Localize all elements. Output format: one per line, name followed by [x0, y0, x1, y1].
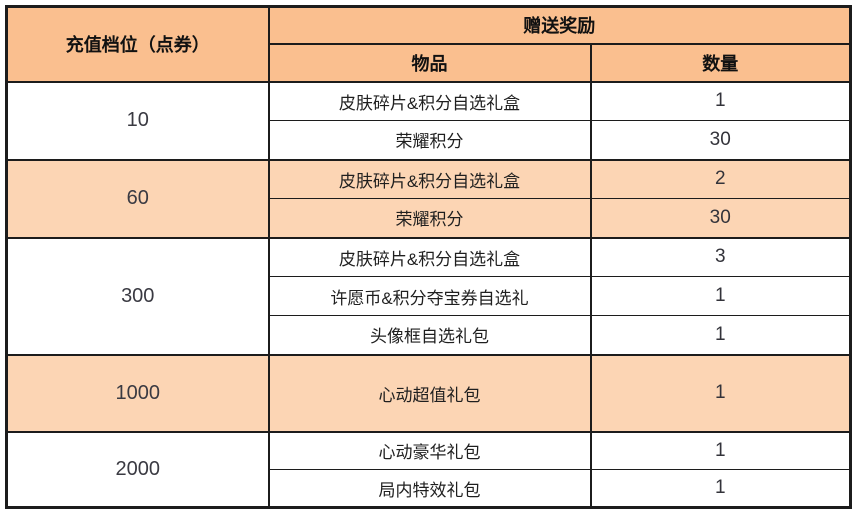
item-cell: 皮肤碎片&积分自选礼盒 [267, 80, 592, 121]
qty-cell: 1 [589, 276, 852, 316]
tier-cell-10: 10 [5, 80, 270, 160]
qty-cell: 30 [589, 120, 852, 160]
qty-cell: 1 [589, 469, 852, 508]
tier-cell-1000: 1000 [5, 353, 270, 432]
item-cell: 皮肤碎片&积分自选礼盒 [267, 158, 592, 199]
qty-cell: 2 [589, 158, 852, 199]
tier-cell-60: 60 [5, 158, 270, 238]
item-cell: 心动豪华礼包 [267, 430, 592, 470]
header-reward-group: 赠送奖励 [267, 5, 852, 45]
qty-cell: 1 [589, 430, 852, 470]
tier-cell-300: 300 [5, 236, 270, 355]
recharge-rewards-table: 充值档位（点券） 赠送奖励 物品 数量 10 皮肤碎片&积分自选礼盒 1 荣耀积… [5, 5, 852, 509]
qty-cell: 3 [589, 236, 852, 277]
item-cell: 心动超值礼包 [267, 353, 592, 432]
item-cell: 局内特效礼包 [267, 469, 592, 508]
qty-cell: 1 [589, 80, 852, 121]
item-cell: 头像框自选礼包 [267, 315, 592, 355]
item-cell: 荣耀积分 [267, 120, 592, 160]
item-cell: 皮肤碎片&积分自选礼盒 [267, 236, 592, 277]
qty-cell: 30 [589, 198, 852, 238]
header-item: 物品 [267, 42, 592, 83]
header-qty: 数量 [589, 42, 852, 83]
qty-cell: 1 [589, 353, 852, 432]
header-tier: 充值档位（点券） [5, 5, 270, 83]
qty-cell: 1 [589, 315, 852, 355]
item-cell: 荣耀积分 [267, 198, 592, 238]
item-cell: 许愿币&积分夺宝券自选礼 [267, 276, 592, 316]
tier-cell-2000: 2000 [5, 430, 270, 508]
